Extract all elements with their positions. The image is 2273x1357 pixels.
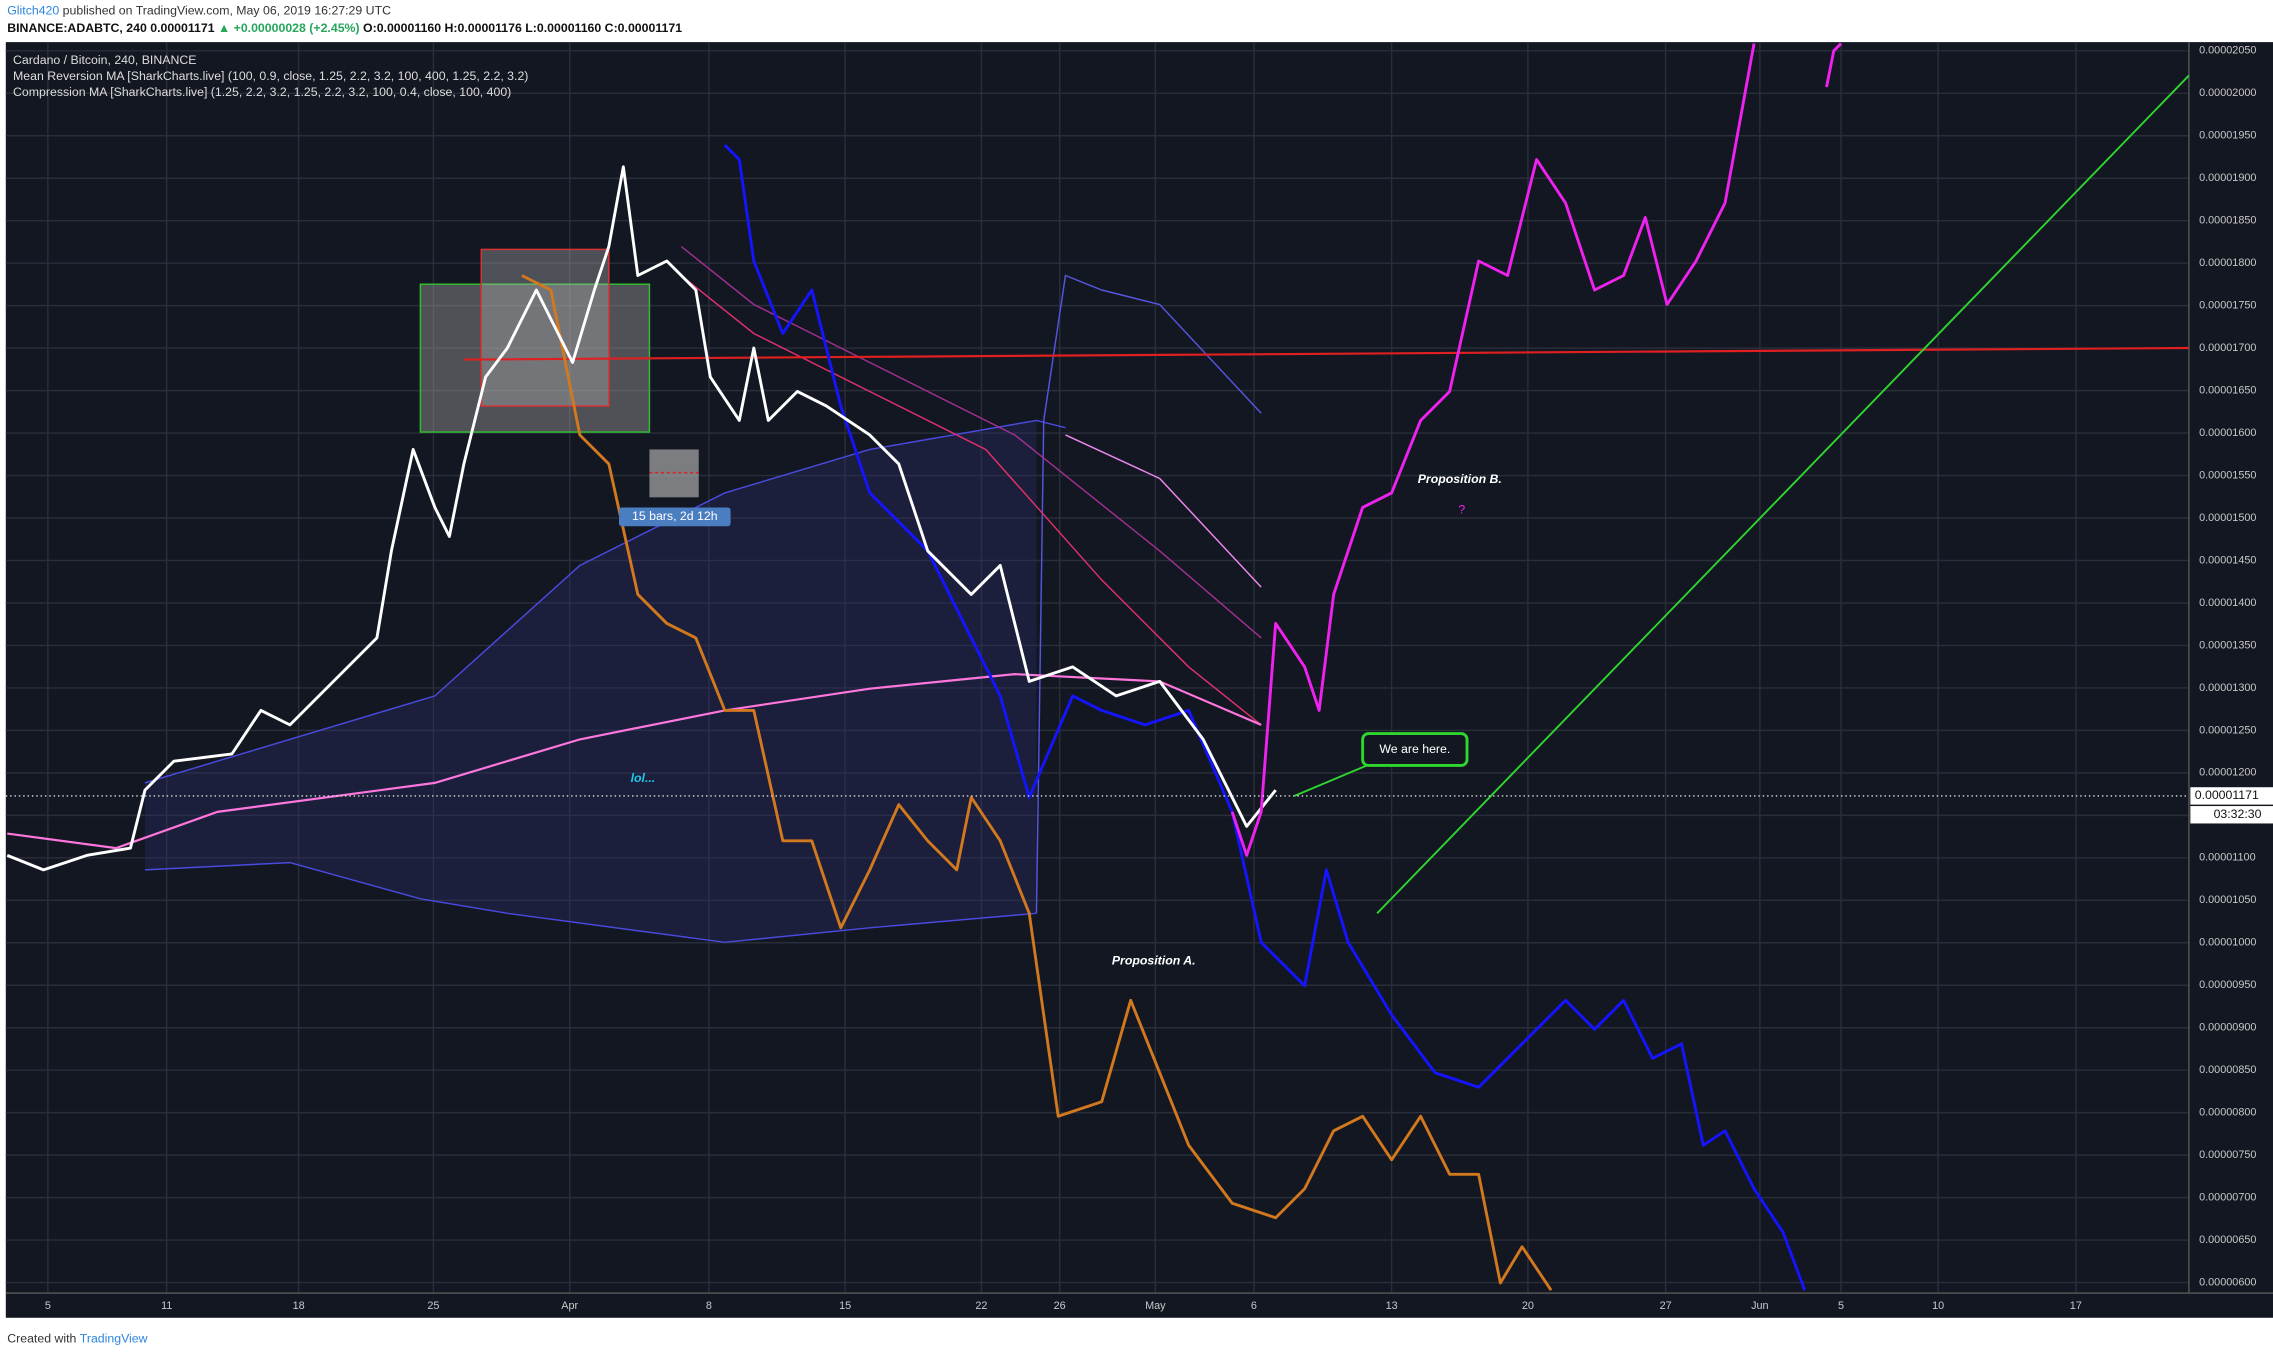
symbol: BINANCE:ADABTC, 240 [7,21,147,35]
price-label: 0.00001650 [2199,384,2256,396]
header-line: Glitch420 published on TradingView.com, … [7,4,391,18]
countdown-tag [2190,806,2273,824]
price-label: 0.00001550 [2199,469,2256,481]
price-label: 0.00001950 [2199,130,2256,142]
price-label: 0.00000700 [2199,1191,2256,1203]
note-prop-a: Proposition A. [1112,953,1196,967]
price-label: 0.00000600 [2199,1276,2256,1288]
note-prop-b: Proposition B. [1418,472,1502,486]
time-label: Apr [561,1300,578,1312]
band-upper-2 [1035,274,1262,914]
price-label: 0.00001900 [2199,172,2256,184]
price-label: 0.00000900 [2199,1022,2256,1034]
measure-label-bg [618,507,731,527]
time-label: 27 [1660,1300,1672,1312]
time-label: 18 [293,1300,305,1312]
band-fill [144,420,1037,943]
price-label: 0.00000750 [2199,1149,2256,1161]
trend-line [1376,74,2190,914]
callout-pointer [1294,760,1378,797]
author[interactable]: Glitch420 [7,4,59,18]
price-paths [6,42,1843,1292]
current-price-tag [2190,787,2273,805]
price-label: 0.00000650 [2199,1234,2256,1246]
price-label: 0.00001100 [2199,852,2256,864]
footer-created: Created with [7,1332,76,1346]
time-label: 22 [975,1300,987,1312]
price-label: 0.00001400 [2199,597,2256,609]
time-label: 6 [1251,1300,1257,1312]
price-label: 0.00000850 [2199,1064,2256,1076]
time-label: 13 [1386,1300,1398,1312]
price-label: 0.00002050 [2199,45,2256,57]
ohlc: O:0.00001160 H:0.00001176 L:0.00001160 C… [363,21,682,35]
price-label: 0.00001450 [2199,554,2256,566]
price-label: 0.00001500 [2199,512,2256,524]
path-blue [723,144,1807,1291]
time-label: 8 [706,1300,712,1312]
time-label: 10 [1932,1300,1944,1312]
price-label: 0.00001350 [2199,639,2256,651]
price-label: 0.00001800 [2199,257,2256,269]
time-label: 5 [45,1300,51,1312]
band-upper [144,419,1066,784]
ma-purple [680,245,1262,639]
price-axis: 0.00002050 0.00002000 0.00001950 0.00001900… [2199,45,2256,1289]
note-lol: lol... [631,771,656,785]
band-lower [144,861,1037,944]
legend-line: Cardano / Bitcoin, 240, BINANCE [13,53,196,67]
price-label: 0.00001300 [2199,682,2256,694]
path-white [6,165,1277,872]
time-label: Jun [1751,1300,1769,1312]
callout-text: We are here. [1379,742,1450,756]
price-label: 0.00001700 [2199,342,2256,354]
price-label: 0.00001200 [2199,767,2256,779]
time-label: 26 [1054,1300,1066,1312]
price-label: 0.00000950 [2199,979,2256,991]
time-label: May [1145,1300,1166,1312]
price-label: 0.00002000 [2199,87,2256,99]
current-price-label: 0.00001171 [2195,788,2259,802]
path-magenta-2 [1825,42,1843,88]
change: ▲ +0.00000028 (+2.45%) [218,21,360,35]
time-label: 15 [839,1300,851,1312]
time-label: 20 [1522,1300,1534,1312]
legend-line: Mean Reversion MA [SharkCharts.live] (10… [13,69,528,83]
footer: Created with TradingView [7,1332,147,1346]
footer-brand[interactable]: TradingView [80,1332,148,1346]
price-label: 0.00001050 [2199,894,2256,906]
time-label: 17 [2070,1300,2082,1312]
price-label: 0.00001750 [2199,300,2256,312]
price-label: 0.00000800 [2199,1107,2256,1119]
last: 0.00001171 [150,21,215,35]
path-orange [521,274,1553,1292]
price-label: 0.00001600 [2199,427,2256,439]
price-label: 0.00001000 [2199,937,2256,949]
published: published on TradingView.com, May 06, 20… [63,4,391,18]
note-question: ? [1458,503,1465,517]
grid [5,42,2189,1294]
box-red [480,248,610,407]
price-label: 0.00001250 [2199,724,2256,736]
path-magenta [1230,43,1756,857]
ma-red [680,274,1262,726]
price-label: 0.00001850 [2199,215,2256,227]
time-axis: 5 11 18 25 Apr 8 15 22 26 May 6 13 20 27 Jun 5 10 17 [45,1300,2082,1312]
band-pink [1065,434,1262,588]
measure-label: 15 bars, 2d 12h [632,509,718,523]
time-label: 25 [427,1300,439,1312]
quote-line: BINANCE:ADABTC, 240 0.00001171 ▲ +0.0000… [7,21,682,35]
legend-line: Compression MA [SharkCharts.live] (1.25,… [13,85,511,99]
footer-bg [5,1323,2273,1357]
callout-box [1361,732,1469,767]
countdown-label: 03:32:30 [2214,807,2262,821]
time-label: 11 [161,1300,172,1312]
time-label: 5 [1838,1300,1844,1312]
